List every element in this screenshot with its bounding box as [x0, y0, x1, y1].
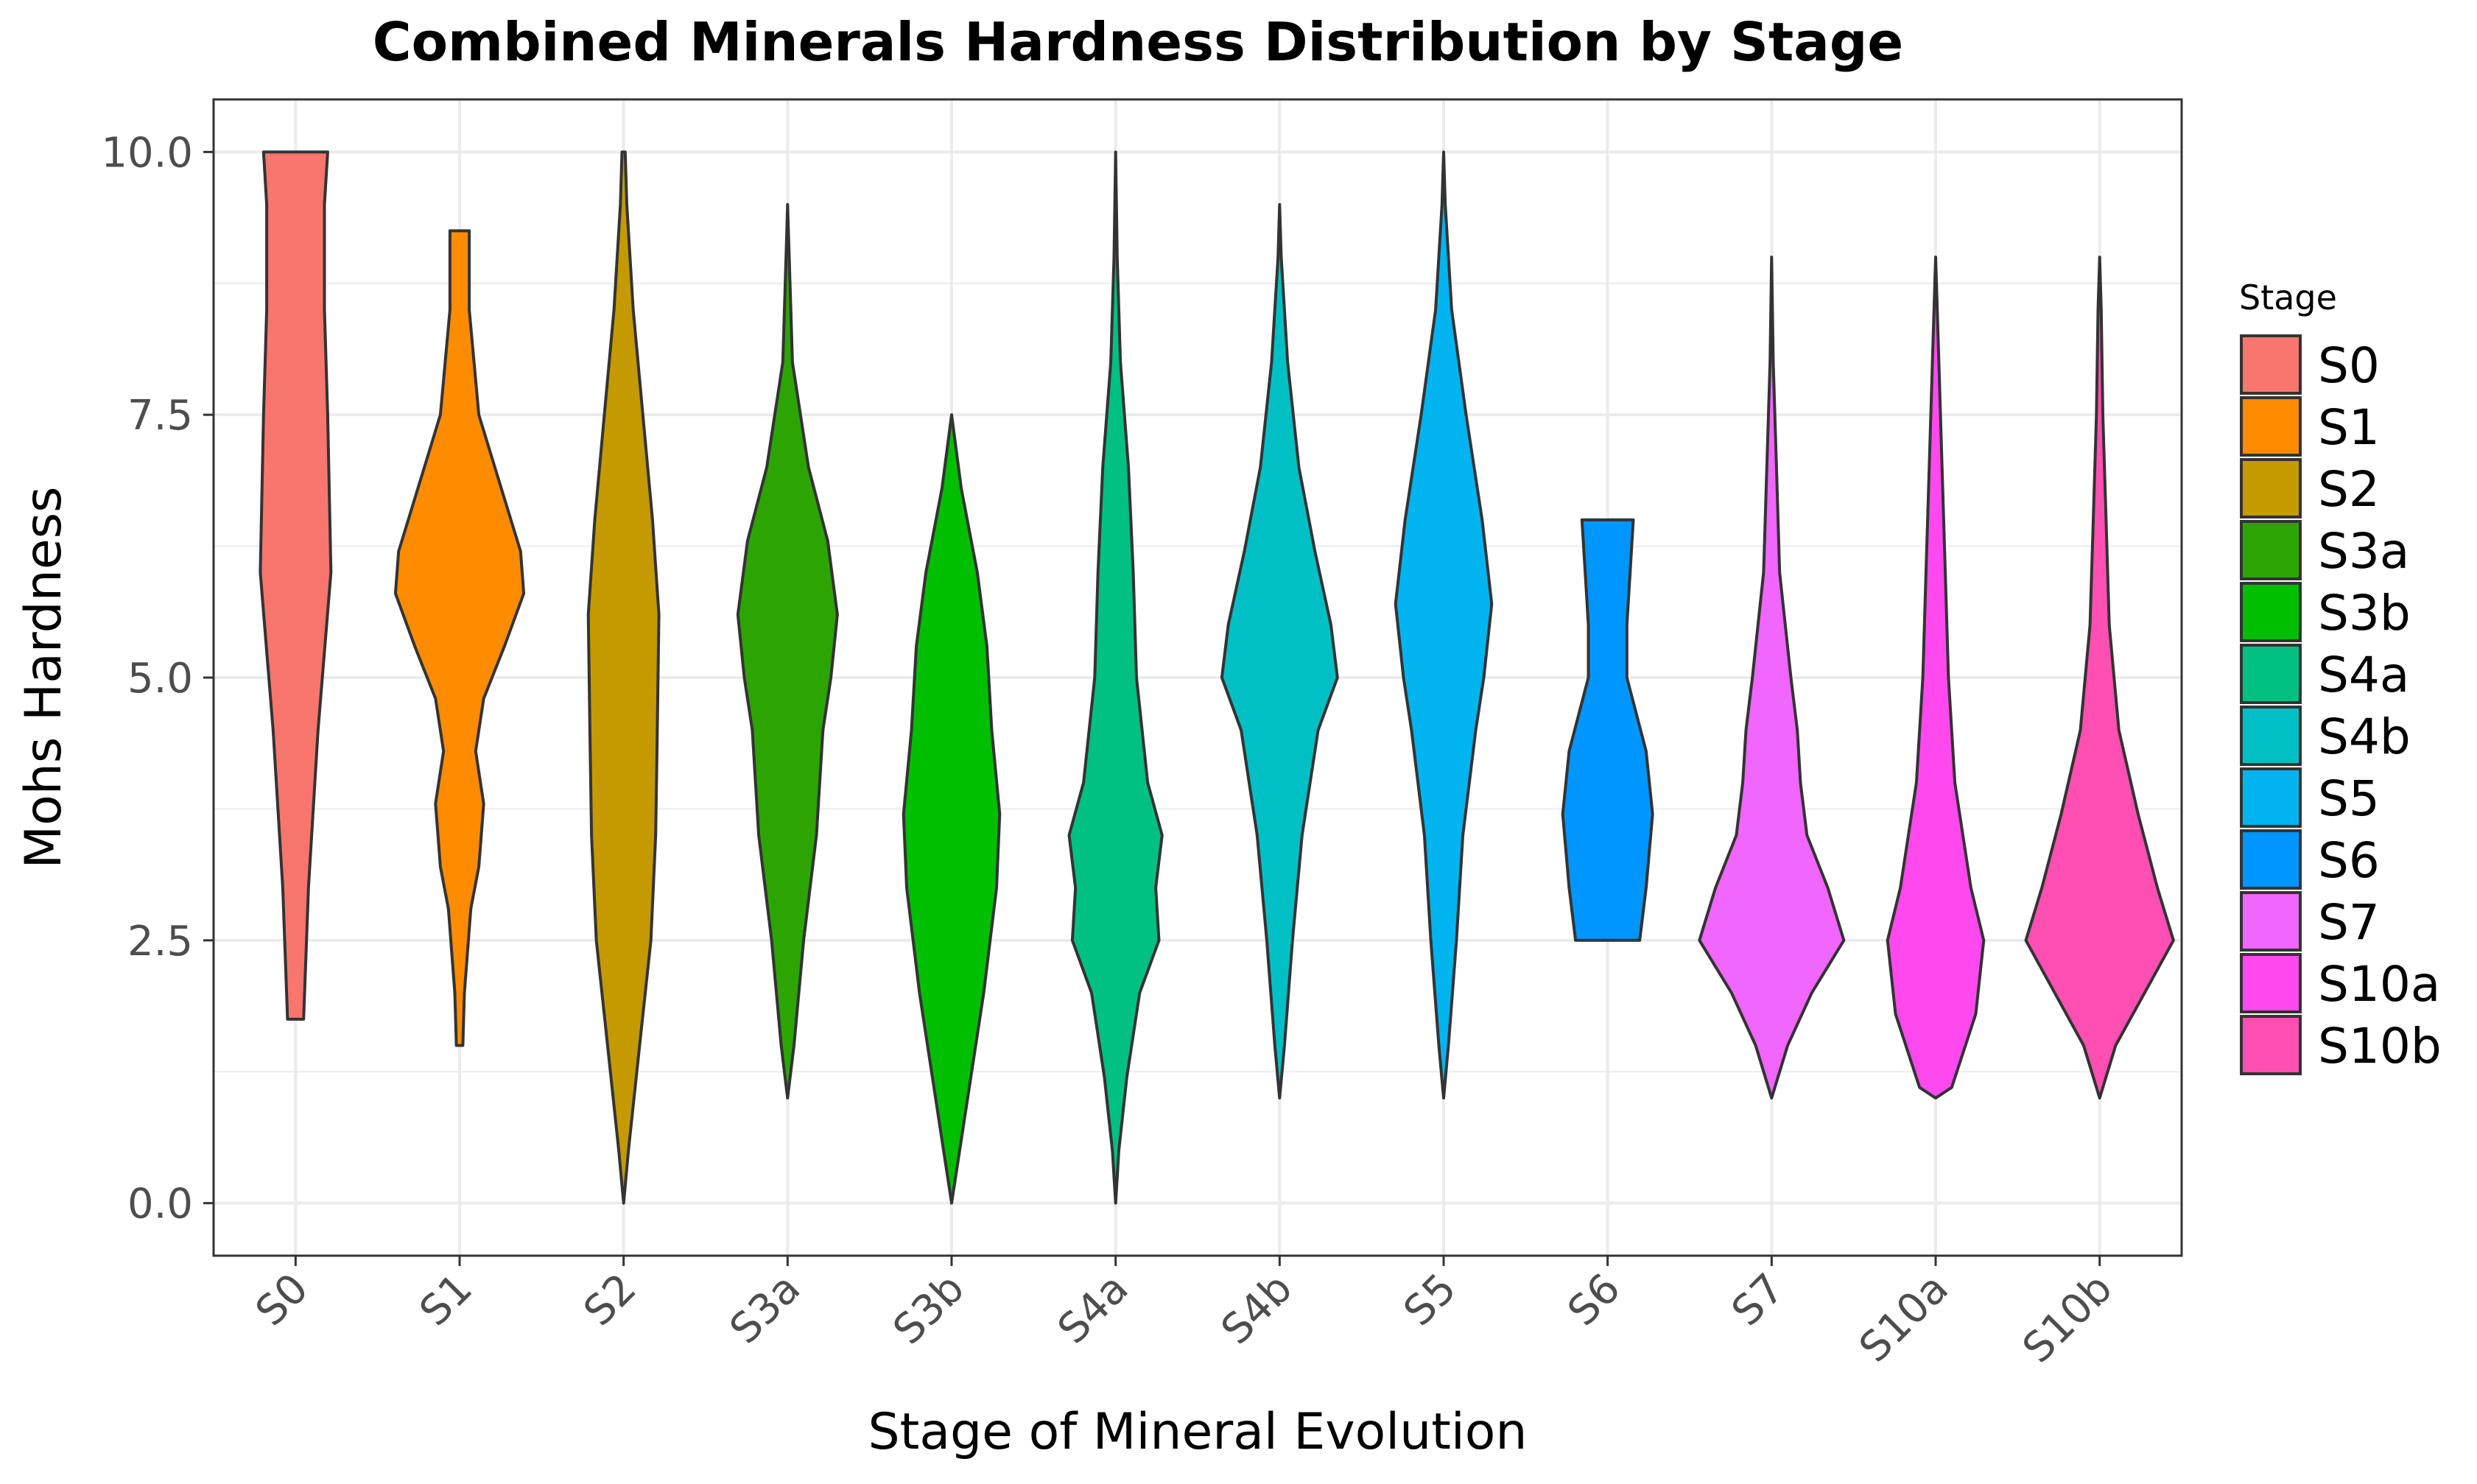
x-tick-label: S0 — [247, 1265, 317, 1335]
legend-label-s6: S6 — [2318, 832, 2380, 889]
y-tick-label: 2.5 — [127, 918, 193, 966]
grid-minor-lines — [214, 282, 2182, 1073]
x-axis-title: Stage of Mineral Evolution — [868, 1403, 1528, 1461]
x-tick-label: S3a — [721, 1265, 810, 1354]
violin-s5 — [1394, 150, 1494, 1100]
x-tick-label: S5 — [1395, 1265, 1466, 1335]
x-tick-label: S6 — [1559, 1265, 1629, 1335]
y-axis: 0.0 2.5 5.0 7.5 10.0 — [101, 129, 214, 1228]
violin-s6 — [1561, 518, 1654, 942]
legend-key-s7 — [2240, 891, 2302, 952]
violins — [259, 150, 2175, 1205]
legend-title: Stage — [2239, 278, 2337, 317]
legend-key-s10a — [2240, 953, 2302, 1013]
violin-s10b — [2024, 256, 2175, 1100]
legend-key-s2 — [2240, 458, 2302, 518]
x-tick-label: S10a — [1850, 1265, 1958, 1372]
legend-label-s10a: S10a — [2318, 956, 2440, 1013]
legend-label-s4b: S4b — [2318, 708, 2411, 765]
legend-key-s3a — [2240, 520, 2302, 580]
legend-label-s5: S5 — [2318, 770, 2380, 827]
y-axis-title: Mohs Hardness — [15, 487, 73, 869]
legend-key-s6 — [2240, 829, 2302, 890]
legend-key-s4a — [2240, 644, 2302, 704]
legend-key-s4b — [2240, 706, 2302, 766]
violin-s3a — [736, 203, 839, 1100]
violin-s7 — [1698, 256, 1846, 1100]
violin-s0 — [259, 150, 333, 1021]
y-tick-label: 5.0 — [127, 655, 193, 703]
legend-label-s1: S1 — [2318, 399, 2380, 456]
violin-s3b — [902, 413, 1002, 1205]
violin-s4b — [1220, 203, 1339, 1100]
chart-title: Combined Minerals Hardness Distribution … — [373, 11, 1903, 73]
legend-key-s1 — [2240, 396, 2302, 457]
x-tick-label: S3b — [884, 1265, 973, 1354]
y-tick-label: 7.5 — [127, 392, 193, 440]
legend-label-s3b: S3b — [2318, 585, 2411, 641]
legend-key-s0 — [2240, 334, 2302, 395]
violin-s10a — [1886, 256, 1986, 1100]
violin-s2 — [586, 150, 661, 1205]
legend-label-s4a: S4a — [2318, 647, 2409, 703]
x-tick-label: S1 — [411, 1265, 482, 1335]
x-tick-label: S2 — [575, 1265, 645, 1335]
x-axis: S0 S1 S2 S3a S3b S4a S4b S5 S6 S7 S10a S10b — [247, 1256, 2122, 1373]
x-tick-label: S4b — [1212, 1265, 1301, 1354]
legend-label-s7: S7 — [2318, 894, 2380, 951]
violin-s4a — [1067, 150, 1164, 1205]
y-tick-label: 10.0 — [101, 129, 193, 177]
legend-label-s10b: S10b — [2318, 1018, 2442, 1075]
legend-key-s3b — [2240, 582, 2302, 642]
legend-label-s3a: S3a — [2318, 523, 2409, 580]
legend-label-s2: S2 — [2318, 461, 2380, 518]
x-tick-label: S4a — [1049, 1265, 1138, 1354]
x-tick-label: S7 — [1723, 1265, 1793, 1335]
violin-s1 — [393, 229, 526, 1047]
x-tick-label: S10b — [2014, 1265, 2122, 1373]
legend-key-s5 — [2240, 767, 2302, 828]
legend-label-s0: S0 — [2318, 337, 2380, 394]
y-tick-label: 0.0 — [127, 1181, 193, 1228]
legend-key-s10b — [2240, 1015, 2302, 1075]
